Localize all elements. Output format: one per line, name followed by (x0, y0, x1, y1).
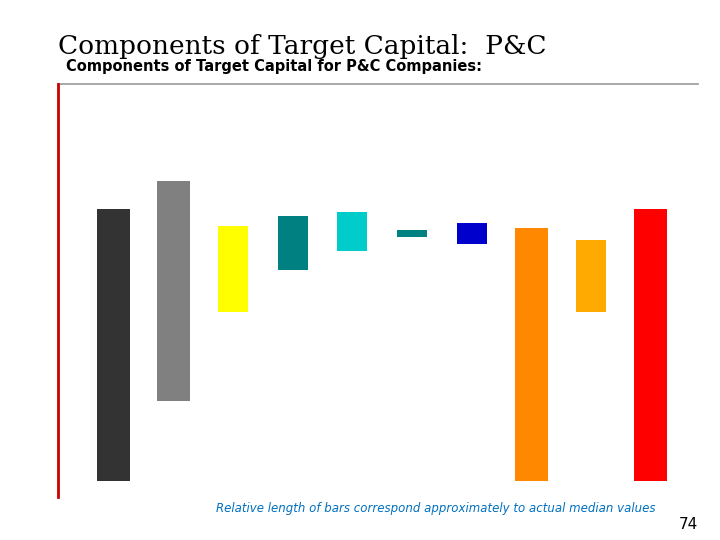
Text: Components of Target Capital:  P&C: Components of Target Capital: P&C (58, 33, 546, 58)
Bar (397, 231, 427, 238)
Bar (218, 226, 248, 312)
Bar (278, 217, 307, 270)
Bar (97, 210, 130, 481)
Text: 74: 74 (679, 517, 698, 532)
Bar (515, 228, 548, 481)
Bar (634, 210, 667, 481)
Text: Components of Target Capital for P&C Companies:: Components of Target Capital for P&C Com… (66, 59, 482, 74)
Bar (456, 224, 487, 245)
Bar (576, 240, 606, 312)
Bar (157, 181, 190, 401)
Text: Relative length of bars correspond approximately to actual median values: Relative length of bars correspond appro… (216, 502, 655, 515)
Bar (338, 212, 367, 252)
